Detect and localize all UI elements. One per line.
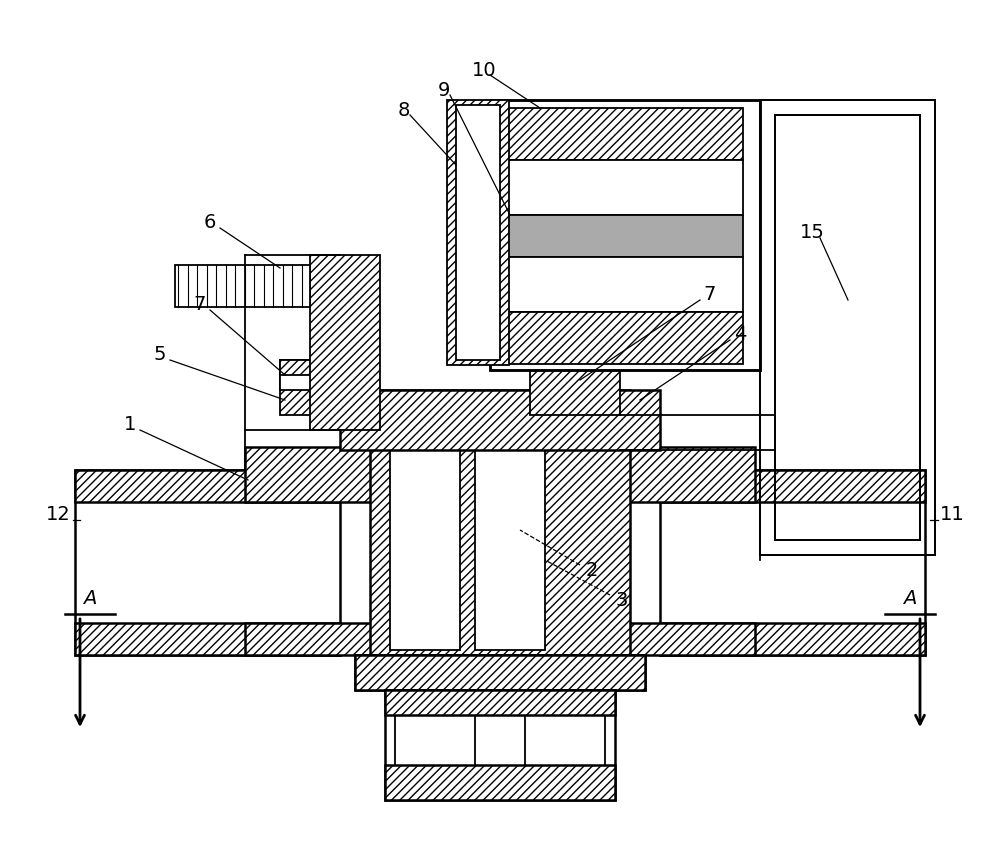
Bar bbox=[75, 623, 340, 655]
Text: 2: 2 bbox=[586, 561, 598, 581]
Text: 10: 10 bbox=[472, 61, 496, 79]
Bar bbox=[385, 765, 615, 800]
Text: 11: 11 bbox=[940, 505, 964, 523]
Text: A: A bbox=[903, 588, 917, 608]
Bar bbox=[760, 100, 935, 555]
Bar bbox=[395, 695, 475, 795]
Bar bbox=[280, 360, 370, 375]
Bar bbox=[280, 360, 370, 390]
Text: 9: 9 bbox=[438, 80, 450, 100]
Bar bbox=[490, 100, 760, 370]
Text: 6: 6 bbox=[204, 213, 216, 231]
Bar bbox=[385, 690, 615, 715]
Bar bbox=[508, 160, 743, 215]
Text: 7: 7 bbox=[704, 284, 716, 304]
Bar bbox=[245, 447, 755, 502]
Bar bbox=[175, 265, 310, 307]
Bar bbox=[447, 100, 509, 365]
Text: 1: 1 bbox=[124, 414, 136, 434]
Bar bbox=[75, 470, 340, 655]
Text: 12: 12 bbox=[46, 505, 70, 523]
Bar bbox=[508, 312, 743, 364]
Bar bbox=[530, 360, 620, 415]
Text: 5: 5 bbox=[154, 344, 166, 364]
Bar bbox=[508, 215, 743, 257]
Bar bbox=[310, 255, 380, 430]
Bar bbox=[385, 690, 615, 800]
Text: 7: 7 bbox=[194, 295, 206, 313]
Bar bbox=[370, 390, 630, 655]
Bar bbox=[245, 623, 755, 655]
Bar bbox=[390, 395, 460, 650]
Bar bbox=[475, 395, 545, 650]
Bar bbox=[660, 470, 925, 502]
Bar bbox=[490, 100, 760, 370]
Text: 3: 3 bbox=[616, 592, 628, 610]
Text: 4: 4 bbox=[734, 324, 746, 344]
Bar bbox=[340, 390, 660, 450]
Bar bbox=[456, 105, 500, 360]
Bar bbox=[75, 470, 340, 502]
Bar bbox=[525, 695, 605, 795]
Text: A: A bbox=[83, 588, 97, 608]
Text: 15: 15 bbox=[800, 223, 824, 241]
Bar bbox=[280, 360, 370, 415]
Bar bbox=[355, 655, 645, 690]
Bar bbox=[660, 623, 925, 655]
Bar bbox=[508, 257, 743, 312]
Bar bbox=[355, 655, 645, 690]
Bar bbox=[508, 108, 743, 160]
Bar bbox=[775, 115, 920, 540]
Bar bbox=[660, 470, 925, 655]
Text: 8: 8 bbox=[398, 100, 410, 120]
